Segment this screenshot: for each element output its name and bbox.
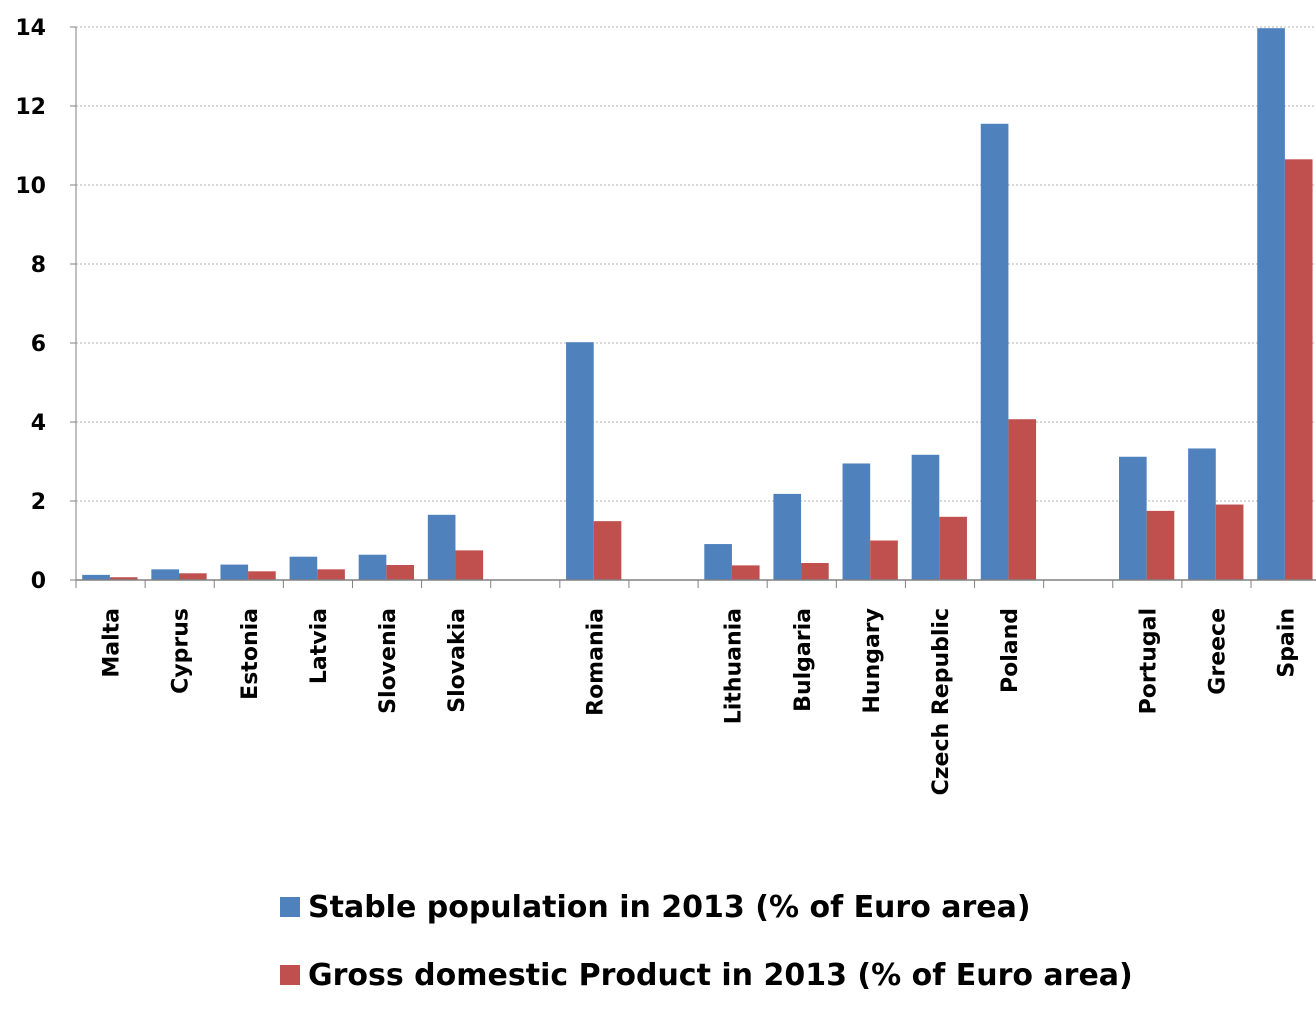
x-category-label: Spain [1275, 608, 1300, 678]
x-category-label: Romania [583, 608, 608, 716]
bar-population [911, 454, 940, 580]
axes [70, 26, 1316, 588]
bar-gdp [455, 550, 484, 580]
y-tick-label: 2 [31, 490, 46, 515]
legend-item-population: Stable population in 2013 (% of Euro are… [280, 884, 1133, 930]
bar-gdp [386, 564, 414, 580]
bar-gdp [109, 577, 138, 580]
bars [82, 28, 1313, 581]
bar-population [220, 564, 249, 580]
bar-gdp [593, 521, 622, 580]
bar-gdp [801, 563, 829, 580]
legend: Stable population in 2013 (% of Euro are… [280, 884, 1133, 1020]
bar-gdp [939, 516, 967, 580]
bar-gdp [731, 565, 760, 580]
bar-gdp [178, 573, 207, 580]
x-category-label: Czech Republic [929, 608, 954, 795]
x-category-label: Slovenia [376, 608, 401, 714]
bar-gdp [1215, 504, 1244, 580]
bar-population [289, 556, 318, 580]
x-category-label: Slovakia [445, 608, 470, 713]
bar-gdp [248, 571, 276, 580]
legend-item-gdp: Gross domestic Product in 2013 (% of Eur… [280, 952, 1133, 998]
legend-label-gdp: Gross domestic Product in 2013 (% of Eur… [308, 957, 1133, 993]
y-axis-ticks: 0 2 4 6 8 10 12 14 [15, 16, 46, 594]
legend-swatch-gdp [280, 965, 300, 985]
gridlines [76, 26, 1316, 502]
bar-population [82, 574, 110, 580]
y-tick-label: 12 [15, 95, 46, 120]
bar-population [566, 342, 594, 580]
x-category-label: Portugal [1136, 608, 1161, 714]
bar-gdp [1008, 419, 1037, 580]
y-tick-label: 8 [31, 253, 46, 278]
x-category-label: Malta [100, 608, 125, 678]
bar-population [773, 493, 802, 580]
bar-population [1119, 456, 1147, 580]
bar-gdp [1284, 159, 1313, 580]
x-category-label: Latvia [307, 608, 332, 684]
x-category-label: Hungary [860, 608, 885, 714]
bar-population [842, 463, 871, 580]
y-tick-label: 6 [31, 332, 46, 357]
bar-population [1257, 28, 1285, 581]
bar-population [358, 554, 387, 580]
bar-gdp [870, 540, 898, 580]
y-tick-label: 0 [31, 569, 46, 594]
bar-population [151, 569, 179, 580]
bar-gdp [317, 569, 345, 580]
legend-swatch-population [280, 897, 300, 917]
x-category-label: Greece [1205, 608, 1230, 695]
bar-gdp [1146, 510, 1175, 580]
bar-chart: 0 2 4 6 8 10 12 14 Malta Cyprus Estonia Latvia Slov… [15, 16, 1316, 795]
bar-population [704, 544, 732, 580]
bar-population [980, 123, 1009, 581]
x-category-label: Cyprus [169, 608, 194, 694]
x-category-label: Poland [998, 608, 1023, 693]
x-axis-labels: Malta Cyprus Estonia Latvia Slovenia Slovakia… [100, 608, 1300, 795]
bar-population [427, 514, 456, 580]
x-category-label: Lithuania [722, 608, 747, 724]
y-tick-label: 10 [15, 174, 46, 199]
y-tick-label: 14 [15, 16, 46, 41]
x-category-label: Estonia [238, 608, 263, 700]
y-tick-label: 4 [31, 411, 46, 436]
bar-population [1188, 448, 1216, 580]
x-category-label: Bulgaria [791, 608, 816, 712]
legend-label-population: Stable population in 2013 (% of Euro are… [308, 889, 1031, 925]
